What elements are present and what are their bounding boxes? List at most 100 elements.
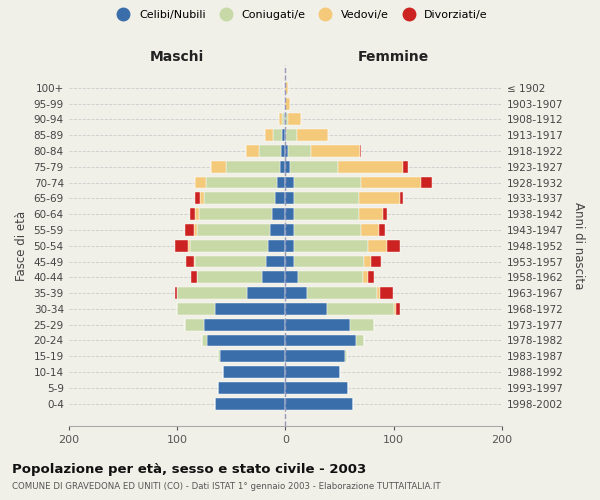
Bar <box>204 192 275 204</box>
Bar <box>287 114 301 126</box>
Bar <box>262 272 286 283</box>
Bar <box>294 224 361 236</box>
Legend: Celibi/Nubili, Coniugati/e, Vedovi/e, Divorziati/e: Celibi/Nubili, Coniugati/e, Vedovi/e, Di… <box>108 6 492 25</box>
Bar <box>359 192 400 204</box>
Bar <box>247 287 286 299</box>
Bar <box>226 161 280 172</box>
Bar <box>421 176 431 188</box>
Bar <box>350 319 374 330</box>
Bar <box>359 208 383 220</box>
Bar <box>307 287 377 299</box>
Bar <box>364 272 368 283</box>
Y-axis label: Anni di nascita: Anni di nascita <box>572 202 585 290</box>
Bar <box>338 161 403 172</box>
Bar <box>281 145 286 157</box>
Y-axis label: Fasce di età: Fasce di età <box>15 210 28 281</box>
Bar <box>175 240 188 252</box>
Bar <box>200 192 204 204</box>
Bar <box>294 240 368 252</box>
Bar <box>272 208 286 220</box>
Bar <box>280 161 286 172</box>
Bar <box>215 303 286 315</box>
Bar <box>211 161 226 172</box>
Bar <box>286 334 356 346</box>
Bar <box>298 272 364 283</box>
Bar <box>380 287 392 299</box>
Bar <box>287 145 311 157</box>
Bar <box>286 287 307 299</box>
Bar <box>206 176 277 188</box>
Bar <box>197 224 270 236</box>
Bar <box>268 240 286 252</box>
Bar <box>294 256 364 268</box>
Text: Femmine: Femmine <box>358 50 430 64</box>
Bar <box>204 319 286 330</box>
Bar <box>379 224 385 236</box>
Bar <box>223 366 286 378</box>
Bar <box>215 398 286 409</box>
Bar <box>286 319 350 330</box>
Bar <box>294 192 359 204</box>
Bar <box>279 114 282 126</box>
Bar <box>196 256 266 268</box>
Bar <box>220 350 286 362</box>
Bar <box>286 208 294 220</box>
Bar <box>286 382 348 394</box>
Bar <box>356 334 364 346</box>
Bar <box>190 240 268 252</box>
Bar <box>286 350 345 362</box>
Bar <box>284 98 286 110</box>
Bar <box>286 240 294 252</box>
Bar <box>368 240 387 252</box>
Bar <box>197 272 262 283</box>
Bar <box>286 224 294 236</box>
Bar <box>196 176 206 188</box>
Bar <box>364 256 371 268</box>
Bar <box>400 192 403 204</box>
Bar <box>177 303 215 315</box>
Bar <box>286 176 294 188</box>
Bar <box>286 366 340 378</box>
Bar <box>361 176 421 188</box>
Text: Maschi: Maschi <box>150 50 204 64</box>
Bar <box>218 350 220 362</box>
Bar <box>294 176 361 188</box>
Bar <box>286 145 287 157</box>
Bar <box>371 256 381 268</box>
Bar <box>185 319 204 330</box>
Bar <box>360 145 361 157</box>
Bar <box>326 303 394 315</box>
Bar <box>286 256 294 268</box>
Bar <box>194 224 197 236</box>
Bar <box>175 287 177 299</box>
Bar <box>377 287 380 299</box>
Bar <box>196 192 200 204</box>
Bar <box>185 256 194 268</box>
Bar <box>396 303 400 315</box>
Bar <box>286 303 326 315</box>
Bar <box>286 398 353 409</box>
Bar <box>394 303 396 315</box>
Bar <box>286 192 294 204</box>
Bar <box>274 129 282 141</box>
Bar <box>277 176 286 188</box>
Bar <box>361 224 379 236</box>
Bar <box>387 240 400 252</box>
Bar <box>284 114 286 126</box>
Bar <box>177 287 247 299</box>
Bar <box>294 208 359 220</box>
Bar <box>284 82 286 94</box>
Text: Popolazione per età, sesso e stato civile - 2003: Popolazione per età, sesso e stato civil… <box>12 462 366 475</box>
Bar <box>286 98 290 110</box>
Bar <box>191 272 197 283</box>
Bar <box>345 350 347 362</box>
Bar <box>286 82 287 94</box>
Bar <box>190 208 196 220</box>
Bar <box>286 114 287 126</box>
Bar <box>270 224 286 236</box>
Bar <box>199 208 272 220</box>
Bar <box>368 272 374 283</box>
Bar <box>202 334 208 346</box>
Bar <box>265 129 274 141</box>
Bar <box>196 208 199 220</box>
